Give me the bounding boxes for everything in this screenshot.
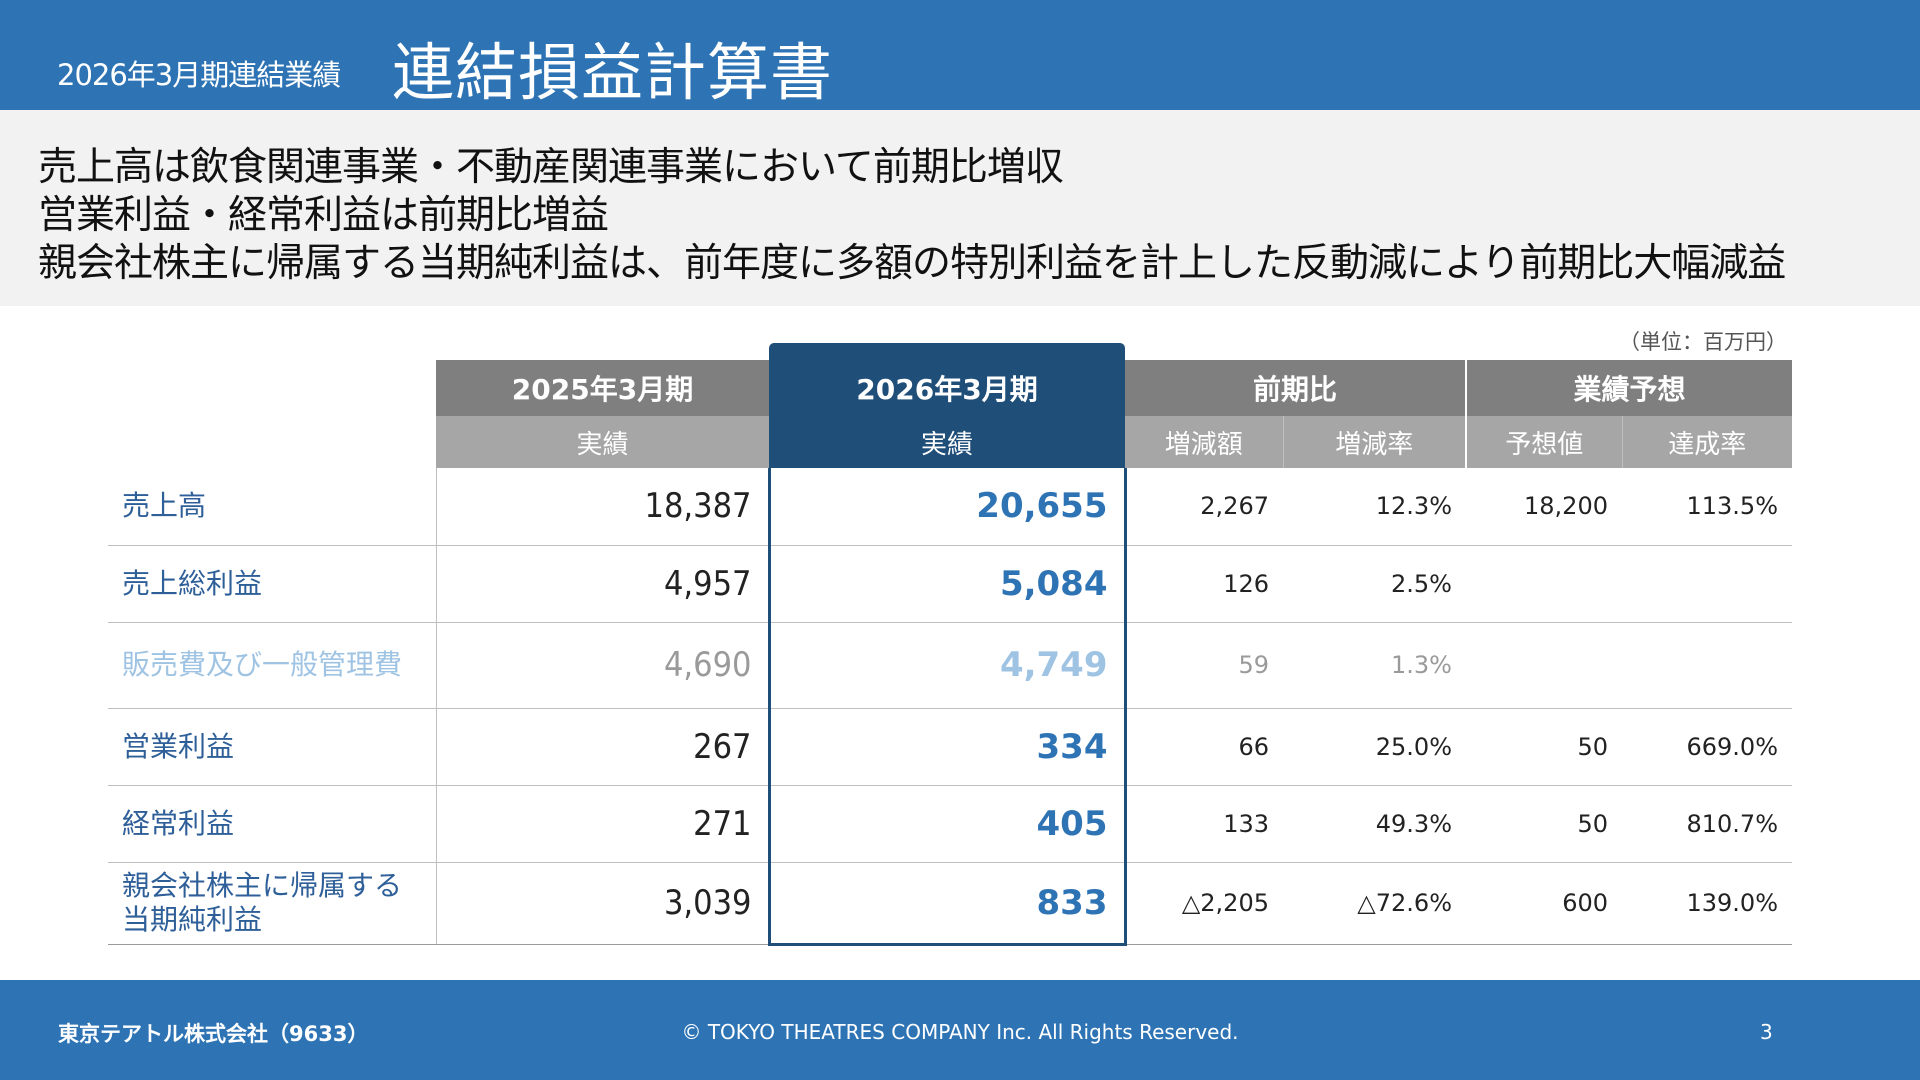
subheader-forecast-rate: 達成率 <box>1621 416 1792 468</box>
achievement-rate-value <box>1622 545 1792 623</box>
header-cur-period: 2026年3月期 <box>769 360 1125 416</box>
forecast-value <box>1466 545 1622 623</box>
cur-actual-value: 20,655 <box>767 468 1127 546</box>
cur-actual-value: 405 <box>767 785 1127 863</box>
subheader-yoy-amount: 増減額 <box>1125 416 1283 468</box>
forecast-value: 18,200 <box>1466 468 1622 546</box>
income-statement-table: 2025年3月期 2026年3月期 前期比 業績予想 実績 実績 増減額 増減率… <box>108 360 1792 946</box>
cur-actual-value: 4,749 <box>767 622 1127 709</box>
footer-bar: 東京テアトル株式会社（9633） © TOKYO THEATRES COMPAN… <box>0 980 1920 1080</box>
table-row-gross-profit: 売上総利益 4,957 5,084 126 2.5% <box>108 545 1792 623</box>
subheader-prev-actual: 実績 <box>436 416 769 468</box>
yoy-rate-value: 49.3% <box>1283 785 1466 863</box>
yoy-amount-value: 2,267 <box>1125 468 1283 546</box>
prev-actual-value: 4,957 <box>436 545 769 623</box>
achievement-rate-value <box>1622 622 1792 709</box>
yoy-rate-value: 25.0% <box>1283 708 1466 786</box>
summary-line-3: 親会社株主に帰属する当期純利益は、前年度に多額の特別利益を計上した反動減により前… <box>38 241 1786 286</box>
header-forecast: 業績予想 <box>1465 360 1792 416</box>
current-period-tab <box>769 343 1125 363</box>
yoy-amount-value: △2,205 <box>1125 862 1283 945</box>
subheader-yoy-rate: 増減率 <box>1282 416 1466 468</box>
prev-actual-value: 267 <box>436 708 769 786</box>
row-label-line-1: 親会社株主に帰属する <box>122 869 403 902</box>
header-subtitle: 2026年3月期連結業績 <box>57 58 341 92</box>
yoy-rate-value: 12.3% <box>1283 468 1466 546</box>
yoy-rate-value: △72.6% <box>1283 862 1466 945</box>
unit-note: （単位：百万円） <box>1619 330 1787 354</box>
forecast-value <box>1466 622 1622 709</box>
forecast-value: 600 <box>1466 862 1622 945</box>
header-blank <box>108 360 436 416</box>
summary-line-1: 売上高は飲食関連事業・不動産関連事業において前期比増収 <box>38 145 1064 190</box>
row-label: 販売費及び一般管理費 <box>108 622 437 709</box>
prev-actual-value: 18,387 <box>436 468 769 546</box>
row-label: 売上総利益 <box>108 545 437 623</box>
achievement-rate-value: 113.5% <box>1622 468 1792 546</box>
row-label: 売上高 <box>108 468 437 546</box>
row-label-line-2: 当期純利益 <box>122 903 263 936</box>
prev-actual-value: 3,039 <box>436 862 769 945</box>
yoy-amount-value: 59 <box>1125 622 1283 709</box>
table-group-header-row: 2025年3月期 2026年3月期 前期比 業績予想 <box>108 360 1792 416</box>
subheader-forecast-value: 予想値 <box>1465 416 1622 468</box>
achievement-rate-value: 139.0% <box>1622 862 1792 945</box>
summary-line-2: 営業利益・経常利益は前期比増益 <box>38 193 609 238</box>
yoy-rate-value: 2.5% <box>1283 545 1466 623</box>
footer-copyright: © TOKYO THEATRES COMPANY Inc. All Rights… <box>681 1020 1239 1044</box>
row-label: 経常利益 <box>108 785 437 863</box>
achievement-rate-value: 810.7% <box>1622 785 1792 863</box>
page-number: 3 <box>1760 1020 1773 1044</box>
table-row-net-sales: 売上高 18,387 20,655 2,267 12.3% 18,200 113… <box>108 468 1792 546</box>
yoy-amount-value: 126 <box>1125 545 1283 623</box>
yoy-rate-value: 1.3% <box>1283 622 1466 709</box>
forecast-value: 50 <box>1466 708 1622 786</box>
subheader-cur-actual: 実績 <box>769 416 1125 468</box>
header-prev-period: 2025年3月期 <box>436 360 769 416</box>
table-sub-header-row: 実績 実績 増減額 増減率 予想値 達成率 <box>108 416 1792 468</box>
table-row-net-income: 親会社株主に帰属する 当期純利益 3,039 833 △2,205 △72.6%… <box>108 862 1792 946</box>
table-row-operating-profit: 営業利益 267 334 66 25.0% 50 669.0% <box>108 708 1792 786</box>
table-row-ordinary-profit: 経常利益 271 405 133 49.3% 50 810.7% <box>108 785 1792 863</box>
cur-actual-value: 5,084 <box>767 545 1127 623</box>
cur-actual-value: 334 <box>767 708 1127 786</box>
row-label: 親会社株主に帰属する 当期純利益 <box>108 862 437 945</box>
row-label: 営業利益 <box>108 708 437 786</box>
prev-actual-value: 271 <box>436 785 769 863</box>
header-yoy: 前期比 <box>1125 360 1466 416</box>
prev-actual-value: 4,690 <box>436 622 769 709</box>
page-title: 連結損益計算書 <box>392 36 834 109</box>
summary-panel: 売上高は飲食関連事業・不動産関連事業において前期比増収 営業利益・経常利益は前期… <box>0 110 1920 306</box>
yoy-amount-value: 133 <box>1125 785 1283 863</box>
cur-actual-value: 833 <box>767 862 1127 946</box>
footer-company: 東京テアトル株式会社（9633） <box>58 1022 369 1046</box>
forecast-value: 50 <box>1466 785 1622 863</box>
table-row-sga-expenses: 販売費及び一般管理費 4,690 4,749 59 1.3% <box>108 622 1792 709</box>
achievement-rate-value: 669.0% <box>1622 708 1792 786</box>
subheader-blank <box>108 416 436 468</box>
yoy-amount-value: 66 <box>1125 708 1283 786</box>
header-bar: 2026年3月期連結業績 連結損益計算書 <box>0 0 1920 110</box>
